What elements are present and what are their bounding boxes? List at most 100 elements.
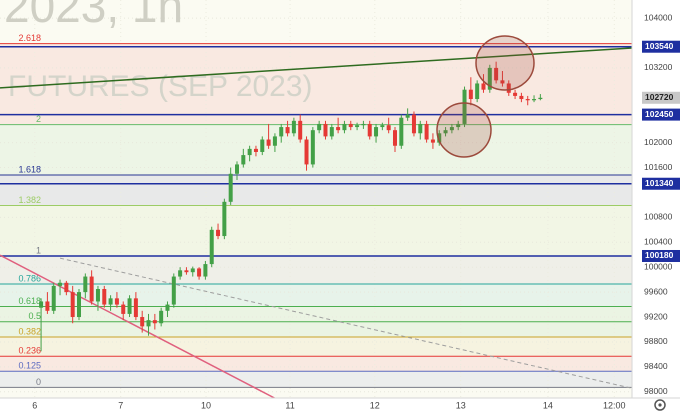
candle-body [127, 298, 132, 314]
fib-band [0, 321, 632, 337]
watermark: FUTURES (SEP 2023) [8, 70, 313, 103]
candle-body [216, 229, 221, 237]
candle-body [374, 127, 379, 137]
fib-label: 1.382 [18, 195, 41, 205]
candle-body [77, 292, 81, 318]
y-tick-label: 103200 [644, 62, 673, 72]
candle-body [89, 276, 94, 302]
fib-label: 2.618 [18, 33, 41, 43]
candle-body [475, 83, 480, 100]
candle-body [209, 229, 214, 265]
price-label: 100180 [645, 250, 674, 260]
candle-body [411, 114, 416, 134]
watermark: 2023, 1h [4, 0, 183, 32]
candle-body [260, 139, 265, 152]
candle-body [449, 127, 454, 131]
candle-body [361, 123, 366, 126]
candle-body [456, 123, 461, 128]
settings-icon-center[interactable] [658, 403, 662, 407]
candle-body [317, 123, 322, 131]
candle-body [393, 130, 397, 146]
candle-body [266, 139, 271, 146]
x-tick-label: 12 [370, 400, 380, 410]
candle-body [538, 97, 543, 100]
fib-band [0, 371, 632, 388]
candle-body [165, 304, 170, 311]
candle-body [304, 139, 309, 165]
price-label-box [642, 177, 680, 190]
candle-body [184, 270, 189, 273]
price-label-box [642, 40, 680, 53]
y-tick-label: 99200 [644, 311, 668, 321]
candle-body [532, 99, 537, 101]
candle-body [291, 120, 296, 134]
fib-label: 0.125 [18, 361, 41, 371]
candle-body [329, 127, 334, 137]
candle-body [405, 114, 410, 118]
price-label-box [642, 249, 680, 262]
candle-body [500, 80, 505, 84]
settings-button[interactable] [654, 399, 666, 411]
fib-label: 0.5 [28, 311, 41, 321]
fib-band [0, 284, 632, 307]
price-label: 102450 [645, 109, 674, 119]
candle-body [386, 125, 391, 131]
candle-body [121, 304, 126, 314]
candle-body [430, 139, 435, 143]
highlight-circle [475, 35, 535, 91]
candle-body [114, 298, 119, 305]
axes: 104000 103200 102000 101600 100800 100400 1000… [32, 12, 680, 410]
candle-body [178, 270, 183, 277]
y-tick-label: 100800 [644, 212, 673, 222]
fib-label: 0.786 [18, 273, 41, 283]
y-tick-label: 100000 [644, 261, 673, 271]
time-axis [0, 398, 680, 414]
fib-band [0, 255, 632, 285]
candle-body [418, 123, 423, 134]
candle-body [437, 133, 442, 143]
trendline [0, 47, 633, 89]
y-tick-label: 102000 [644, 137, 673, 147]
candle-body [355, 125, 360, 128]
fib-label: 0 [36, 377, 41, 387]
current-price-box [642, 91, 680, 104]
x-tick-label: 7 [118, 400, 123, 410]
candle-body [298, 120, 303, 140]
fib-band [0, 124, 632, 176]
candle-body [140, 317, 145, 327]
fib-band [0, 43, 632, 125]
candle-body [133, 298, 138, 318]
candle-body [506, 83, 511, 93]
candle-body [525, 99, 530, 101]
candle-body [70, 292, 75, 318]
settings-icon[interactable] [654, 399, 666, 411]
candle-body [462, 89, 467, 124]
candle-body [247, 148, 252, 156]
y-tick-label: 98800 [644, 336, 668, 346]
candle-body [171, 276, 176, 305]
fib-band [0, 336, 632, 357]
candle-body [39, 301, 44, 308]
candle-body [380, 125, 385, 128]
candles [39, 61, 543, 352]
y-tick-label: 98400 [644, 361, 668, 371]
fib-label: 1 [36, 245, 41, 255]
candle-body [310, 130, 315, 165]
candle-body [45, 301, 50, 311]
candle-body [64, 282, 69, 293]
price-label-box [642, 108, 680, 121]
candle-body [481, 83, 486, 90]
fib-bands [0, 43, 632, 388]
candle-body [285, 127, 290, 134]
candle-body [58, 282, 63, 286]
candle-body [348, 123, 353, 128]
candle-body [190, 268, 195, 273]
x-tick-label: 11 [285, 400, 294, 410]
candle-body [159, 310, 164, 324]
plot-background [0, 0, 632, 398]
trendline [0, 254, 276, 399]
candle-body [152, 320, 157, 324]
x-tick-label: 12:00 [603, 400, 626, 410]
candle-body [487, 67, 492, 90]
